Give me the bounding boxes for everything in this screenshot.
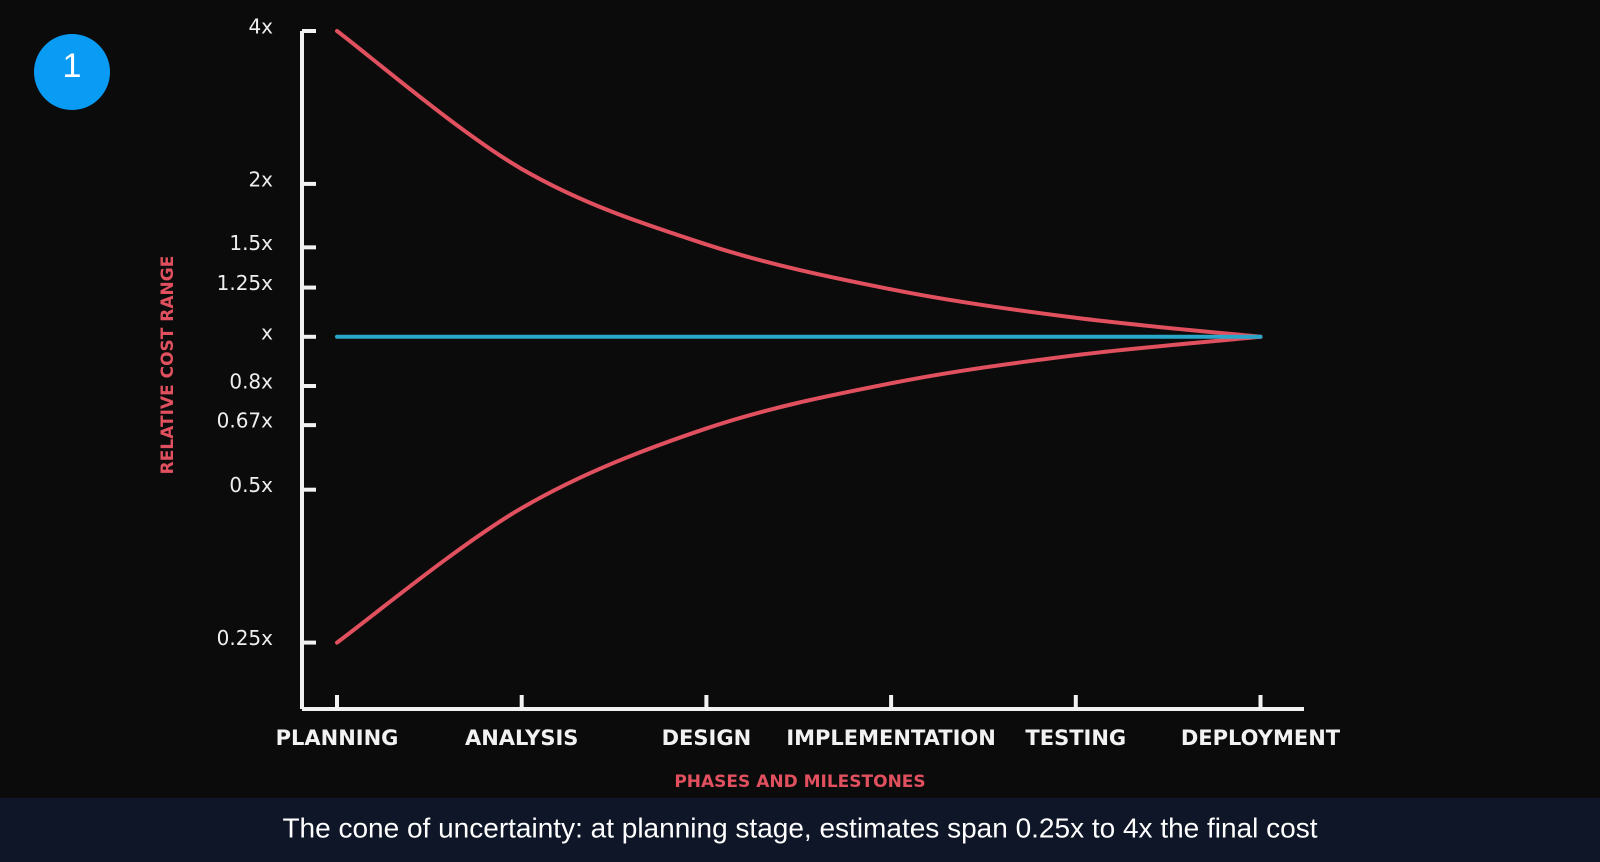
caption-bar	[0, 798, 1600, 862]
badge	[34, 34, 110, 110]
y-tick-label: 0.5x	[229, 473, 273, 497]
x-tick-label: DEPLOYMENT	[1181, 726, 1341, 750]
y-tick-label: 0.67x	[217, 409, 274, 433]
x-tick-label: DESIGN	[662, 726, 752, 750]
x-tick-label: ANALYSIS	[465, 726, 578, 750]
x-axis-title: PHASES AND MILESTONES	[674, 772, 925, 792]
x-tick-label: IMPLEMENTATION	[786, 726, 996, 750]
series-line	[335, 334, 1263, 645]
y-tick-label: 1.5x	[229, 231, 273, 255]
y-tick-label: 0.25x	[217, 626, 274, 650]
y-tick-label: 4x	[248, 15, 273, 39]
caption: The cone of uncertainty: at planning sta…	[282, 812, 1317, 843]
x-tick-label: TESTING	[1025, 726, 1126, 750]
y-tick-label: 2x	[248, 167, 273, 191]
y-tick-label: x	[261, 320, 273, 344]
x-tick-label: PLANNING	[276, 726, 399, 750]
y-axis-title: RELATIVE COST RANGE	[158, 256, 178, 475]
badge-number: 1	[63, 47, 82, 85]
y-tick-label: 1.25x	[217, 271, 274, 295]
y-tick-label: 0.8x	[229, 370, 273, 394]
series-line	[335, 29, 1263, 339]
